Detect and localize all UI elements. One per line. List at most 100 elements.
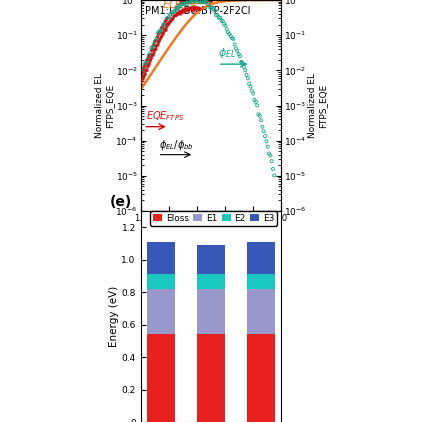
Point [180, 0, 187, 5]
Point [139, 75, 146, 82]
Point [179, 0, 185, 6]
Point [189, 0, 196, 3]
Point [165, 19, 172, 26]
Point [246, 80, 253, 87]
Point [155, 30, 162, 36]
Point [239, 60, 246, 67]
Point [174, 10, 181, 17]
Point [138, 69, 144, 76]
Bar [247, 289, 275, 334]
Point [199, 0, 206, 4]
Point [162, 25, 169, 32]
Point [159, 23, 165, 30]
Point [177, 9, 184, 16]
Point [264, 143, 271, 150]
Point [201, 0, 208, 3]
Point [144, 55, 151, 62]
Point [158, 24, 165, 31]
Point [155, 30, 162, 37]
Point [180, 0, 187, 7]
Point [181, 1, 188, 8]
Point [138, 77, 145, 84]
Point [142, 67, 149, 73]
Point [164, 20, 170, 27]
Point [192, 0, 198, 2]
Point [207, 0, 214, 4]
Point [144, 61, 151, 68]
Point [191, 4, 198, 11]
Point [139, 65, 146, 72]
Point [159, 26, 165, 33]
Point [182, 7, 189, 14]
Point [192, 4, 199, 11]
Point [173, 4, 180, 11]
Point [204, 0, 211, 3]
Point [192, 0, 199, 4]
Point [170, 13, 177, 19]
Point [173, 12, 179, 19]
Point [162, 24, 168, 31]
Point [184, 5, 191, 12]
Point [234, 47, 241, 54]
Point [181, 0, 187, 5]
Point [202, 0, 209, 6]
Point [179, 7, 185, 14]
Point [238, 59, 245, 65]
Point [168, 8, 175, 15]
Point [197, 0, 203, 4]
Point [198, 0, 205, 3]
Point [176, 8, 182, 15]
Point [193, 5, 200, 11]
Point [202, 0, 209, 4]
Point [139, 74, 146, 81]
Point [195, 4, 202, 11]
Point [138, 68, 145, 74]
Point [146, 51, 152, 57]
Point [154, 41, 161, 48]
Point [174, 10, 181, 16]
Point [140, 66, 146, 73]
Point [206, 0, 213, 4]
Point [176, 0, 182, 7]
Point [147, 54, 154, 61]
Point [194, 6, 201, 13]
Point [143, 66, 149, 73]
Point [165, 13, 171, 19]
Point [179, 7, 186, 14]
Point [181, 5, 188, 12]
Point [146, 50, 153, 57]
Point [152, 44, 159, 51]
Point [252, 98, 259, 105]
Point [173, 3, 180, 9]
Point [153, 36, 160, 43]
Point [181, 5, 188, 12]
Point [191, 0, 198, 4]
Point [154, 30, 161, 36]
Point [163, 22, 170, 29]
Text: $\phi_{EL}$: $\phi_{EL}$ [218, 46, 236, 60]
Point [169, 6, 176, 13]
Point [143, 60, 149, 67]
Point [147, 54, 154, 61]
Point [157, 23, 164, 30]
Point [214, 11, 221, 18]
Point [172, 3, 179, 10]
Point [165, 21, 172, 27]
Point [193, 5, 200, 11]
Point [182, 7, 189, 14]
Point [145, 60, 152, 67]
Point [187, 0, 193, 6]
Point [192, 5, 198, 11]
Point [243, 72, 250, 78]
Point [187, 0, 194, 5]
Point [143, 64, 150, 71]
Point [154, 32, 160, 39]
Point [166, 10, 173, 17]
Point [138, 78, 144, 85]
Point [235, 51, 242, 57]
Point [161, 26, 168, 32]
Point [213, 12, 219, 19]
Point [166, 18, 173, 24]
Point [258, 117, 265, 124]
Point [145, 52, 152, 59]
